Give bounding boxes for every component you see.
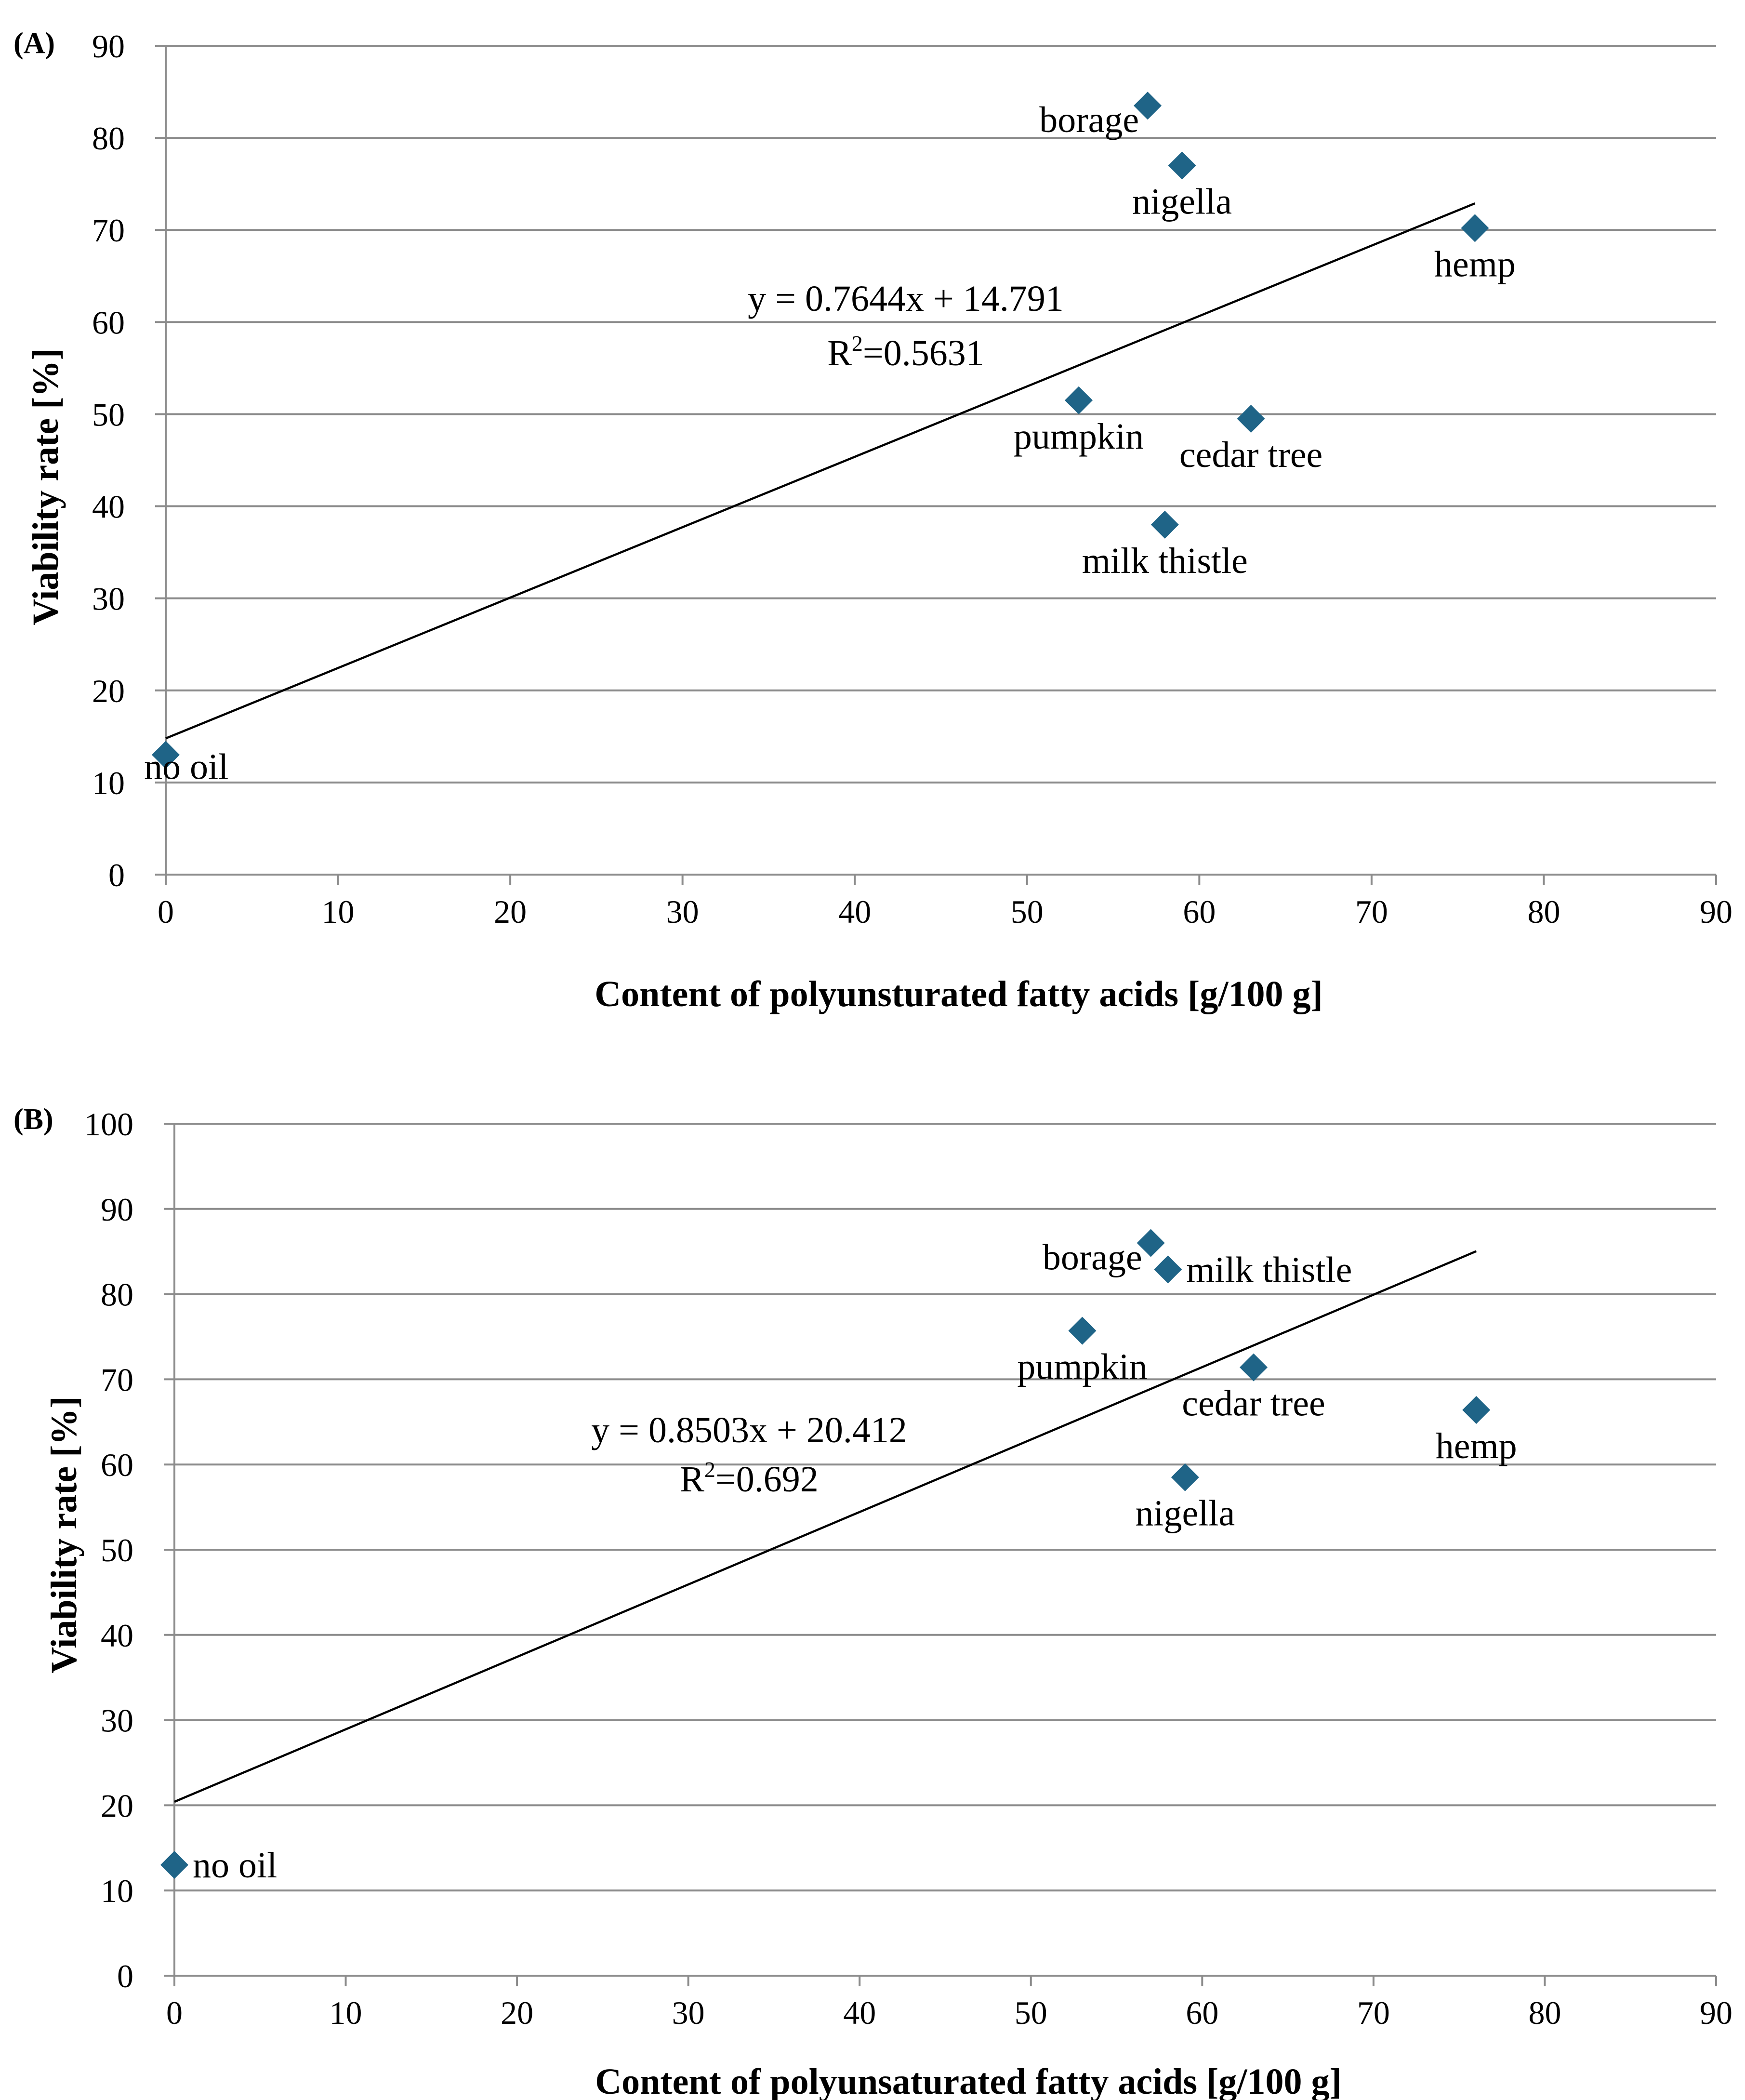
data-label: cedar tree [1179,435,1322,475]
x-tick-label: 0 [158,893,174,930]
data-points: no oil pumpkin borage milk thistle nigella ce… [160,1229,1517,1886]
data-point-no-oil [160,1851,188,1879]
x-axis-title: Content of polyunsturated fatty acids [g… [595,974,1323,1014]
data-point-milk-thistle [1150,510,1179,539]
y-tick-label: 60 [92,304,125,341]
data-label: borage [1039,100,1139,140]
panel-label: (B) [13,1103,53,1136]
trendline [174,1250,1477,1803]
y-tick-label: 10 [101,1873,133,1909]
y-tick-label: 60 [101,1447,133,1483]
data-label: no oil [193,1845,277,1886]
y-axis-title: Viability rate [%] [44,1396,84,1674]
data-point-hemp [1462,1396,1491,1424]
data-label: hemp [1434,244,1516,284]
data-label: nigella [1132,181,1232,222]
x-tick-label: 10 [330,1994,362,2031]
data-label: no oil [144,747,228,787]
data-point-pumpkin [1065,386,1093,414]
data-label: milk thistle [1082,541,1248,581]
x-tick-label: 90 [1700,1994,1732,2031]
x-tick-label: 80 [1527,893,1560,930]
x-tick-label: 0 [166,1994,183,2031]
data-point-borage [1137,1229,1165,1257]
x-tick-label: 60 [1183,893,1216,930]
y-tick-label: 40 [101,1617,133,1654]
y-axis-title: Viability rate [%] [26,348,66,625]
x-tick-label: 70 [1355,893,1388,930]
y-tick-labels: 0 10 20 30 40 50 60 70 80 90 [92,28,125,893]
x-tick-label: 20 [494,893,527,930]
data-point-milk-thistle [1154,1255,1182,1284]
x-tick-label: 40 [838,893,871,930]
data-point-cedar-tree [1240,1353,1268,1382]
x-tick-label: 40 [843,1994,876,2031]
y-tick-labels: 0 10 20 30 40 50 60 70 80 90 100 [84,1106,133,1994]
x-tick-label: 60 [1186,1994,1218,2031]
data-label: cedar tree [1182,1383,1325,1424]
grid-lines [155,45,1717,885]
chart-panel-b: (B) 0 10 20 30 40 50 60 70 80 90 100 0 10 20 30 40 50 60… [13,1103,1732,2100]
y-tick-label: 90 [92,28,125,65]
data-label: borage [1043,1237,1142,1278]
data-point-nigella [1168,151,1196,180]
data-point-cedar-tree [1237,405,1265,433]
y-tick-label: 90 [101,1191,133,1228]
chart-panel-a: (A) 0 10 20 30 40 50 60 70 80 90 0 10 20 30 40 50 60 70 8… [13,27,1732,1014]
data-label: pumpkin [1017,1347,1147,1387]
r-squared-value: =0.692 [715,1459,819,1500]
trendline-equation: y = 0.8503x + 20.412 [591,1410,907,1450]
x-tick-label: 20 [501,1994,533,2031]
y-tick-label: 80 [101,1276,133,1313]
r-squared-label: R2=0.5631 [827,331,984,373]
r-squared-label: R2=0.692 [680,1457,819,1500]
data-label: pumpkin [1014,416,1144,457]
panel-label: (A) [13,27,55,60]
x-tick-label: 80 [1528,1994,1561,2031]
x-tick-label: 30 [672,1994,705,2031]
y-tick-label: 40 [92,489,125,525]
y-tick-label: 20 [92,673,125,709]
r-squared-symbol: R [827,333,852,373]
x-tick-label: 50 [1011,893,1044,930]
y-tick-label: 100 [84,1106,133,1143]
y-tick-label: 70 [101,1361,133,1398]
x-tick-label: 10 [322,893,355,930]
trendline-equation: y = 0.7644x + 14.791 [748,279,1064,319]
y-tick-label: 30 [101,1702,133,1739]
r-squared-superscript: 2 [852,331,863,356]
y-tick-label: 30 [92,581,125,617]
data-label: milk thistle [1186,1249,1352,1290]
data-point-nigella [1171,1463,1199,1491]
r-squared-value: =0.5631 [863,333,984,373]
data-point-borage [1134,92,1162,120]
data-label: hemp [1436,1426,1517,1466]
r-squared-superscript: 2 [704,1457,715,1482]
data-point-no-oil [152,741,180,769]
data-point-hemp [1461,214,1489,242]
x-tick-label: 70 [1357,1994,1390,2031]
data-points: no oil pumpkin borage milk thistle nigella ce… [144,92,1516,787]
x-tick-label: 50 [1015,1994,1047,2031]
y-tick-label: 50 [101,1532,133,1568]
data-label: nigella [1135,1493,1235,1534]
x-tick-label: 30 [666,893,699,930]
y-tick-label: 0 [117,1958,133,1994]
y-tick-label: 70 [92,212,125,249]
y-tick-label: 20 [101,1787,133,1824]
x-tick-label: 90 [1700,893,1732,930]
y-tick-label: 10 [92,765,125,801]
y-tick-label: 50 [92,396,125,433]
trendline [165,202,1476,740]
x-tick-labels: 0 10 20 30 40 50 60 70 80 90 [158,893,1732,930]
grid-lines [164,1123,1717,1986]
data-point-pumpkin [1068,1316,1097,1345]
x-axis-title: Content of polyunsaturated fatty acids [… [595,2061,1342,2100]
y-tick-label: 0 [108,857,125,893]
x-tick-labels: 0 10 20 30 40 50 60 70 80 90 [166,1994,1732,2031]
y-tick-label: 80 [92,120,125,157]
r-squared-symbol: R [680,1459,704,1500]
